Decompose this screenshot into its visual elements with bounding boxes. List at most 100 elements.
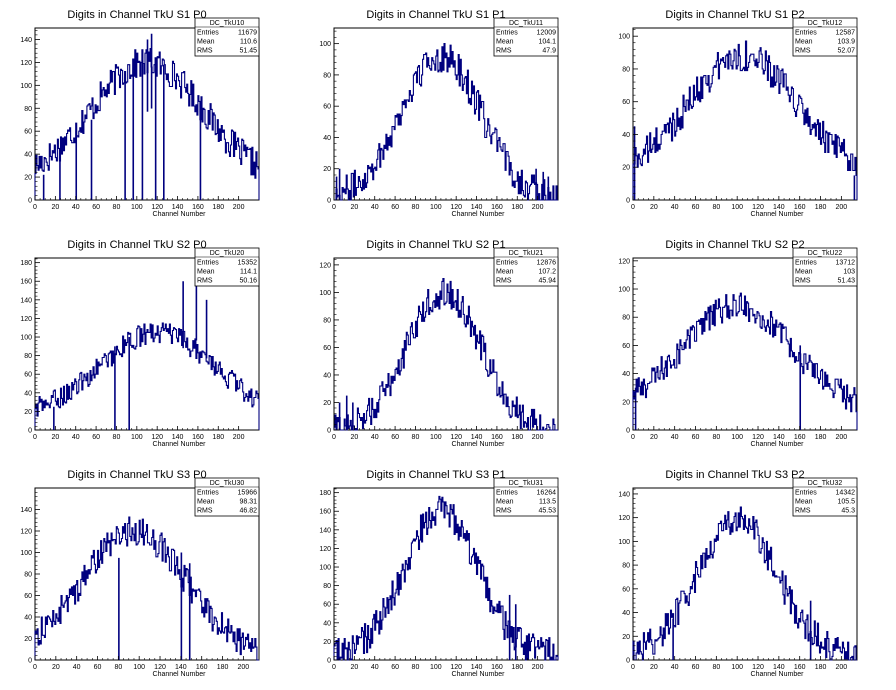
y-tick-label: 60 <box>323 602 331 609</box>
x-tick-label: 40 <box>671 664 679 671</box>
histogram-series <box>34 48 260 200</box>
y-tick-label: 20 <box>323 639 331 646</box>
histogram-series <box>334 43 558 201</box>
y-tick-label: 120 <box>618 258 630 265</box>
x-tick-label: 200 <box>532 204 544 211</box>
x-axis-label: Channel Number <box>751 441 805 448</box>
stats-value: 110.6 <box>240 39 257 46</box>
x-tick-label: 60 <box>391 434 399 441</box>
histogram-panel-7: Digits in Channel TkU S3 P1 0 20 40 60 80 100 1… <box>319 469 559 678</box>
y-tick-label: 100 <box>20 83 32 90</box>
stats-value: 103.9 <box>837 39 855 46</box>
x-tick-label: 60 <box>92 434 100 441</box>
y-tick-label: 140 <box>20 297 32 304</box>
stats-key: RMS <box>496 508 512 515</box>
histogram-series <box>632 292 858 430</box>
x-tick-label: 120 <box>151 434 163 441</box>
x-tick-label: 40 <box>671 204 679 211</box>
y-tick-label: 20 <box>622 399 630 406</box>
x-tick-label: 0 <box>33 434 37 441</box>
histogram-series <box>34 322 260 430</box>
stats-box <box>194 247 260 287</box>
x-tick-label: 160 <box>196 664 208 671</box>
stats-value: 50.16 <box>239 278 257 285</box>
stats-value: 47.9 <box>542 48 556 55</box>
stats-box <box>493 477 559 517</box>
x-axis-label: Channel Number <box>751 211 805 218</box>
x-tick-label: 0 <box>631 434 635 441</box>
x-tick-label: 60 <box>94 664 102 671</box>
x-tick-label: 20 <box>650 204 658 211</box>
stats-key: RMS <box>496 48 512 55</box>
x-tick-label: 100 <box>430 434 442 441</box>
plot-frame <box>632 487 858 661</box>
stats-box-name: DC_TkU30 <box>210 480 245 487</box>
x-tick-label: 120 <box>752 434 764 441</box>
x-axis-label: Channel Number <box>452 211 506 218</box>
y-tick-label: 80 <box>622 563 630 570</box>
y-tick-label: 20 <box>622 634 630 641</box>
y-tick-label: 0 <box>28 658 32 665</box>
x-tick-label: 160 <box>192 434 204 441</box>
y-tick-label: 120 <box>20 529 32 536</box>
stats-key: Entries <box>197 260 219 267</box>
x-tick-label: 180 <box>815 204 827 211</box>
x-tick-label: 120 <box>450 204 462 211</box>
x-tick-label: 200 <box>238 664 250 671</box>
x-tick-label: 20 <box>350 664 358 671</box>
x-tick-label: 140 <box>471 664 483 671</box>
stats-key: Mean <box>795 39 813 46</box>
stats-key: Entries <box>795 260 817 267</box>
stats-value: 51.45 <box>239 48 257 55</box>
stats-value: 51.43 <box>837 278 855 285</box>
stats-value: 13712 <box>836 260 856 267</box>
stats-box-name: DC_TkU32 <box>808 480 843 487</box>
x-tick-label: 140 <box>172 434 184 441</box>
x-tick-label: 0 <box>33 664 37 671</box>
stats-key: Mean <box>795 499 813 506</box>
x-tick-label: 120 <box>154 664 166 671</box>
x-tick-label: 120 <box>151 204 163 211</box>
x-tick-label: 0 <box>332 204 336 211</box>
y-tick-label: 20 <box>24 409 32 416</box>
histogram-series <box>333 278 558 431</box>
stats-key: RMS <box>197 48 213 55</box>
stats-box <box>792 17 858 57</box>
x-tick-label: 160 <box>794 204 806 211</box>
stats-box-name: DC_TkU11 <box>509 20 543 27</box>
stats-key: RMS <box>496 278 512 285</box>
y-tick-label: 140 <box>319 527 331 534</box>
stats-key: Mean <box>197 269 215 276</box>
y-tick-label: 0 <box>28 428 32 435</box>
x-tick-label: 100 <box>731 664 743 671</box>
stats-value: 45.3 <box>841 508 855 515</box>
stats-value: 11679 <box>238 30 257 37</box>
histogram-panel-3: Digits in Channel TkU S2 P0 0 20 40 60 80 100 1… <box>20 239 260 448</box>
y-tick-label: 80 <box>24 353 32 360</box>
y-tick-label: 0 <box>327 428 331 435</box>
y-tick-label: 60 <box>323 104 331 111</box>
stats-value: 113.5 <box>539 499 556 506</box>
y-tick-label: 40 <box>622 132 630 139</box>
y-tick-label: 0 <box>626 198 630 205</box>
x-tick-label: 80 <box>412 664 420 671</box>
stats-key: RMS <box>795 278 811 285</box>
stats-value: 16264 <box>537 490 557 497</box>
x-tick-label: 180 <box>217 664 229 671</box>
stats-value: 12876 <box>537 260 557 267</box>
stats-box-name: DC_TkU12 <box>808 20 843 27</box>
histogram-series <box>34 516 259 661</box>
x-tick-label: 40 <box>72 434 80 441</box>
stats-box-name: DC_TkU31 <box>509 480 544 487</box>
x-tick-label: 140 <box>471 204 483 211</box>
x-tick-label: 0 <box>631 204 635 211</box>
y-tick-label: 60 <box>622 343 630 350</box>
x-tick-label: 60 <box>391 664 399 671</box>
x-axis-label: Channel Number <box>153 211 207 218</box>
x-tick-label: 160 <box>491 664 503 671</box>
stats-value: 105.5 <box>837 499 855 506</box>
y-tick-label: 120 <box>618 515 630 522</box>
y-tick-label: 160 <box>20 279 32 286</box>
x-tick-label: 40 <box>371 664 379 671</box>
